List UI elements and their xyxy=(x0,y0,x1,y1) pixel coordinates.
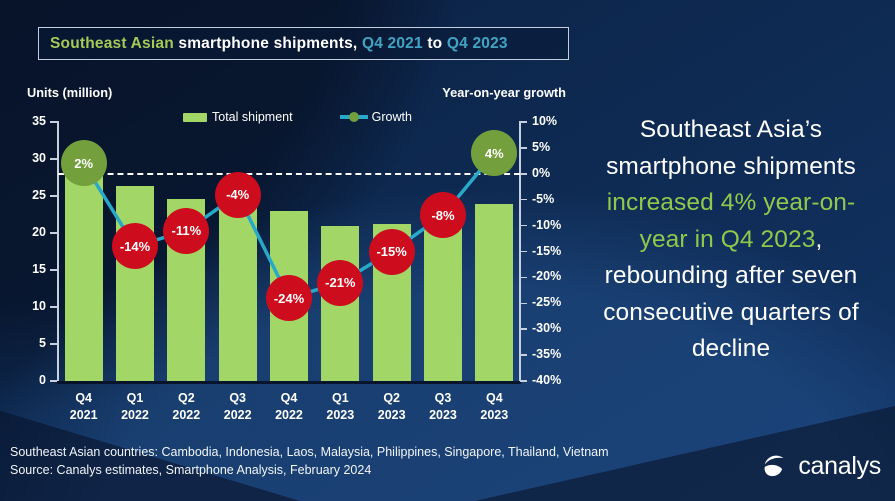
growth-marker: -11% xyxy=(163,207,210,254)
title-quarter-end: Q4 2023 xyxy=(446,34,508,52)
title-quarter-start: Q4 2021 xyxy=(361,34,423,52)
x-axis-label: Q1 2023 xyxy=(326,391,355,422)
y-left-tick-mark xyxy=(50,380,57,382)
growth-marker: 2% xyxy=(60,140,107,187)
insight-line: rebounding after seven xyxy=(604,262,858,289)
title-mid: smartphone shipments, xyxy=(173,34,362,52)
canalys-logo-text: canalys xyxy=(798,451,881,480)
growth-marker: -14% xyxy=(112,223,158,270)
x-axis-label: Q3 2023 xyxy=(429,391,457,422)
y-left-tick-label: 30 xyxy=(32,151,46,165)
legend-shipment-swatch xyxy=(183,112,207,122)
y-left-tick-label: 35 xyxy=(32,114,46,128)
legend-growth-marker xyxy=(339,112,368,123)
insight-highlight-line: year in Q4 2023, xyxy=(639,225,823,253)
y-right-tick-label: -10% xyxy=(532,217,562,232)
right-axis-caption: Year-on-year growth xyxy=(442,85,566,100)
footnote-source: Source: Canalys estimates, Smartphone An… xyxy=(10,462,372,477)
y-left-tick-label: 25 xyxy=(32,188,46,202)
growth-marker: -8% xyxy=(420,192,466,239)
bar-total-shipment xyxy=(424,227,462,381)
y-left-tick-mark xyxy=(50,195,57,197)
x-axis-label: Q4 2021 xyxy=(69,391,98,422)
footnote: Southeast Asian countries: Cambodia, Ind… xyxy=(10,444,609,479)
y-right-tick-label: -20% xyxy=(532,269,562,284)
y-left-tick-label: 15 xyxy=(32,262,46,276)
y-left-tick-mark xyxy=(50,232,57,234)
y-right-tick-label: -15% xyxy=(532,243,562,258)
y-right-tick-label: -30% xyxy=(532,321,562,336)
y-right-tick-label: -5% xyxy=(532,191,555,206)
growth-marker: 4% xyxy=(471,130,518,177)
legend-growth-dot-icon xyxy=(348,112,359,123)
y-right-tick-label: 0% xyxy=(532,165,551,180)
x-axis-label: Q4 2022 xyxy=(275,391,303,422)
canalys-logo: canalys xyxy=(760,451,881,481)
y-left-tick-label: 10 xyxy=(32,299,46,313)
y-right-tick-mark xyxy=(520,250,527,253)
insight-line: decline xyxy=(691,335,771,362)
y-right-tick-label: -25% xyxy=(532,295,562,310)
x-axis-line xyxy=(57,381,521,384)
y-right-tick-mark xyxy=(520,354,527,356)
growth-marker: -15% xyxy=(368,228,415,275)
footnote-countries: Southeast Asian countries: Cambodia, Ind… xyxy=(10,445,609,459)
bar-total-shipment xyxy=(218,207,257,381)
y-right-tick-label: -40% xyxy=(532,373,562,387)
x-axis-label: Q2 2022 xyxy=(172,391,201,422)
title-to: to xyxy=(422,34,447,52)
x-axis-label: Q3 2022 xyxy=(223,391,252,422)
growth-marker: -24% xyxy=(266,275,312,322)
insight-line: consecutive quarters of xyxy=(603,298,859,326)
canalys-logo-icon xyxy=(764,455,784,477)
right-axis-line xyxy=(519,121,521,381)
y-right-tick-mark xyxy=(520,121,527,123)
y-right-tick-mark xyxy=(520,173,527,175)
insight-line: Southeast Asia’s xyxy=(639,116,823,143)
y-right-tick-mark xyxy=(520,328,527,330)
bar-total-shipment xyxy=(64,162,103,381)
zero-growth-dashed-line xyxy=(58,172,520,175)
left-axis-line xyxy=(57,121,59,381)
y-left-tick-label: 5 xyxy=(39,336,46,350)
y-right-tick-label: -35% xyxy=(532,347,562,362)
chart-legend: Total shipment Growth xyxy=(183,110,412,124)
y-left-tick-mark xyxy=(50,269,57,271)
y-right-tick-mark xyxy=(520,147,527,149)
growth-marker: -4% xyxy=(214,171,261,218)
y-right-tick-mark xyxy=(520,302,527,305)
x-axis-label: Q2 2023 xyxy=(377,391,406,422)
y-right-tick-mark xyxy=(520,198,527,201)
y-left-tick-mark xyxy=(50,343,57,345)
y-right-tick-label: 5% xyxy=(532,139,551,154)
x-axis-label: Q1 2022 xyxy=(121,391,149,422)
bar-total-shipment xyxy=(116,185,154,381)
legend-growth-label: Growth xyxy=(371,110,412,124)
y-left-tick-mark xyxy=(50,121,57,123)
insight-highlight-line: increased 4% year-on- xyxy=(606,189,856,216)
insight-line: smartphone shipments xyxy=(606,152,856,180)
growth-marker: -21% xyxy=(317,259,364,306)
y-left-tick-label: 0 xyxy=(39,373,46,387)
plot-area: 35 30 25 20 15 10 5 0 10% 5% 0% -5% -10% -15% -20% -25%… xyxy=(32,114,561,422)
y-left-tick-mark xyxy=(50,306,57,308)
y-left-tick-mark xyxy=(50,158,57,160)
x-axis-label: Q4 2023 xyxy=(480,391,509,422)
y-right-tick-mark xyxy=(520,276,527,279)
y-left-tick-label: 20 xyxy=(32,225,46,239)
y-right-tick-mark xyxy=(520,224,527,227)
title-region: Southeast Asian xyxy=(50,34,174,52)
legend-shipment-label: Total shipment xyxy=(212,110,293,124)
y-right-tick-mark xyxy=(520,380,527,382)
left-axis-caption: Units (million) xyxy=(27,85,113,100)
chart-title: Southeast Asian smartphone shipments, Q4… xyxy=(38,27,569,60)
bar-total-shipment xyxy=(475,204,514,381)
insight-text: Southeast Asia’s smartphone shipments in… xyxy=(570,112,892,368)
y-right-tick-label: 10% xyxy=(532,114,558,128)
